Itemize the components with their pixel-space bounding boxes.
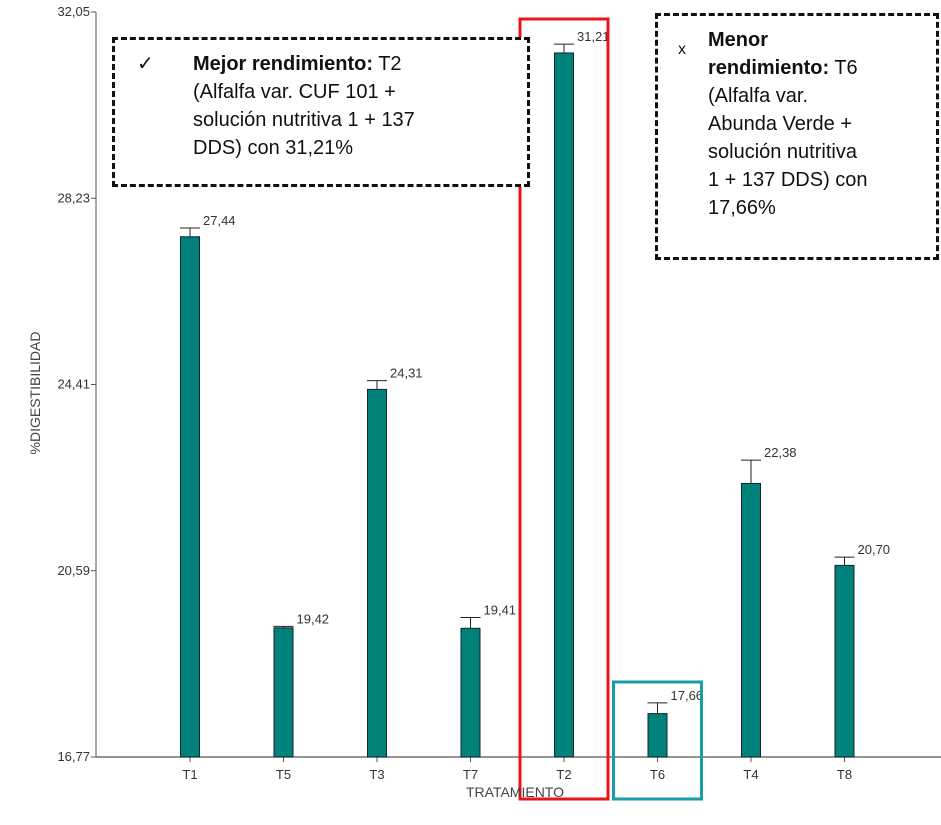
value-label-t8: 20,70 [858,542,891,557]
value-label-t3: 24,31 [390,366,423,381]
worst-note-line-1: Menor [708,26,938,54]
worst-note-heading-1: Menor [708,29,768,51]
y-axis-title: %DIGESTIBILIDAD [27,332,43,455]
bar-t2 [554,52,574,758]
bar-t7 [460,627,481,758]
best-note-line-3: solución nutritiva 1 + 137 [193,109,415,131]
x-axis-title: TRATAMIENTO [466,784,564,800]
x-tick-label-t4: T4 [743,767,758,782]
bars-group: 27,44 19,42 24,31 19,41 31,21 17,66 22,38 20,70 [180,29,891,758]
worst-performance-note: x Menor rendimiento: T6 (Alfalfa var. Ab… [655,13,939,260]
bar-t8 [834,564,855,758]
highlight-box-t6 [612,680,703,801]
x-tick-label-t1: T1 [182,767,197,782]
value-label-t4: 22,38 [764,445,797,460]
worst-note-line-5: solución nutritiva [708,141,857,163]
value-label-t7: 19,41 [484,603,517,618]
worst-note-line-6: 1 + 137 DDS) con [708,169,868,191]
best-note-line-1: Mejor rendimiento: T2 [193,50,523,78]
x-tick-label-t6: T6 [650,767,665,782]
x-tick-label-t2: T2 [556,767,571,782]
best-note-line-2: (Alfalfa var. CUF 101 + [193,81,396,103]
value-label-t5: 19,42 [297,611,330,626]
y-tick-label: 24,41 [57,377,90,392]
best-performance-note: ✓ Mejor rendimiento: T2 (Alfalfa var. CU… [112,37,530,187]
y-axis: 16,77 20,59 24,41 28,23 32,05 [57,4,97,764]
worst-note-heading-2: rendimiento: [708,57,830,79]
bar-t6 [647,713,668,758]
y-tick-label: 16,77 [57,749,90,764]
y-tick-label: 20,59 [57,563,90,578]
highlight-box-t2 [518,17,610,801]
x-tick-label-t7: T7 [463,767,478,782]
bar-t5 [273,627,294,758]
worst-note-line-3: (Alfalfa var. [708,85,809,107]
y-tick-label: 28,23 [57,190,90,205]
value-label-t2: 31,21 [577,29,610,44]
x-tick-label-t3: T3 [369,767,384,782]
y-tick-label: 32,05 [57,4,90,19]
worst-note-line-4: Abunda Verde + [708,113,853,135]
worst-note-line-2: rendimiento: T6 [708,54,938,82]
worst-note-line-7: 17,66% [708,197,776,219]
bar-t3 [367,388,387,758]
check-icon: ✓ [137,53,154,75]
best-note-heading: Mejor rendimiento: [193,53,374,75]
x-tick-label-t5: T5 [276,767,291,782]
x-icon: x [678,41,686,58]
value-label-t6: 17,66 [671,688,704,703]
best-note-treatment: T2 [373,53,402,75]
best-note-line-4: DDS) con 31,21% [193,137,354,159]
x-tick-label-t8: T8 [837,767,852,782]
value-label-t1: 27,44 [203,213,236,228]
worst-note-treatment: T6 [829,57,858,79]
bar-t4 [741,482,761,758]
highlight-boxes [518,17,703,801]
bar-t1 [180,236,200,758]
